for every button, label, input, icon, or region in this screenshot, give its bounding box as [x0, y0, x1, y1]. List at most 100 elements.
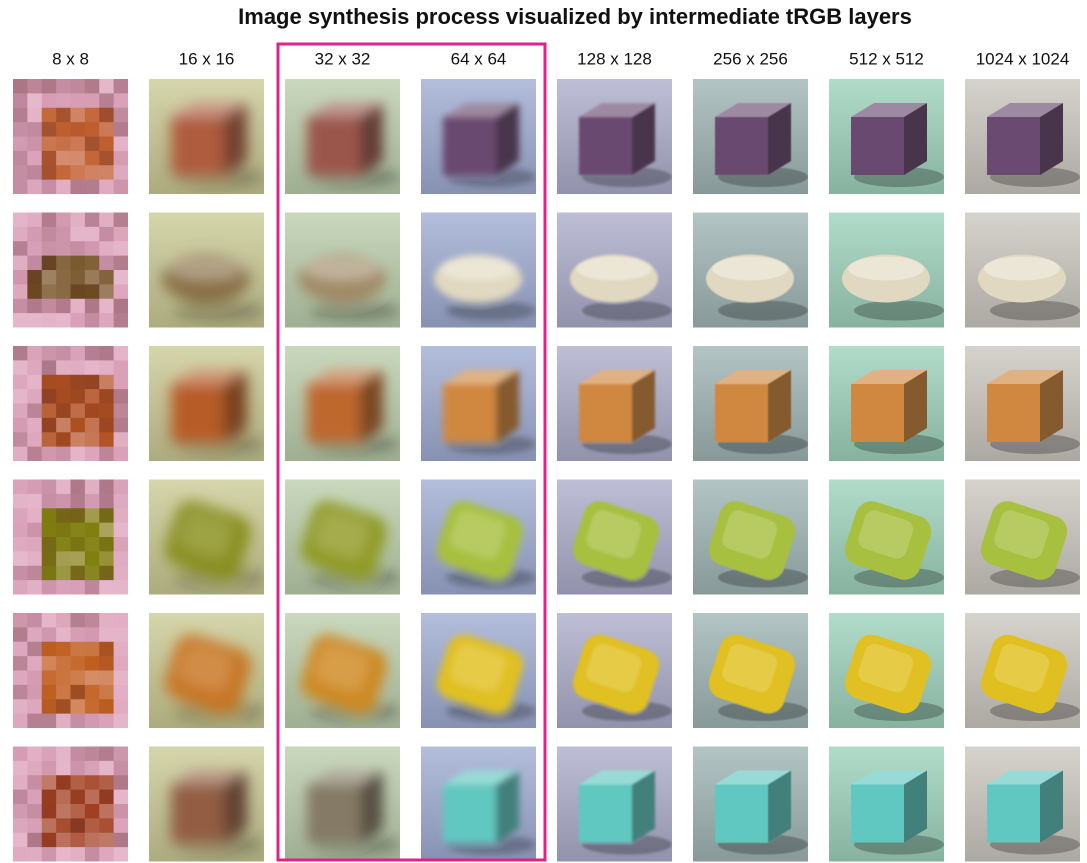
- shadow: [990, 300, 1080, 321]
- pixel: [27, 298, 43, 314]
- pixel: [70, 493, 86, 509]
- pixel: [113, 107, 128, 123]
- pixel: [13, 522, 28, 538]
- pixel: [27, 226, 43, 242]
- pixel: [99, 641, 115, 657]
- image-tile: [13, 613, 128, 728]
- pixel: [70, 417, 86, 433]
- pixel: [99, 656, 115, 671]
- image-tile: [693, 479, 808, 595]
- pixel: [56, 360, 71, 376]
- pixel: [13, 832, 28, 848]
- object-side: [632, 370, 655, 442]
- pixel: [13, 713, 28, 728]
- pixel: [84, 508, 100, 524]
- pixel: [13, 551, 28, 567]
- object-side: [496, 370, 519, 442]
- pixel: [99, 241, 115, 257]
- pixel: [41, 446, 57, 461]
- pixel: [27, 565, 43, 581]
- column-header: 1024 x 1024: [976, 49, 1070, 68]
- object-side: [1040, 103, 1063, 175]
- object-side: [904, 103, 927, 175]
- image-tile: [829, 746, 944, 862]
- object-side: [360, 370, 383, 442]
- object-side: [224, 770, 247, 843]
- pixel: [41, 403, 57, 419]
- pixel: [113, 298, 128, 314]
- column-header: 32 x 32: [315, 49, 371, 68]
- pixel: [41, 537, 57, 552]
- pixel: [99, 270, 115, 285]
- pixel: [99, 389, 115, 404]
- object-side: [632, 770, 655, 843]
- pixel: [84, 580, 100, 595]
- pixel: [13, 136, 28, 152]
- object-top: [984, 256, 1060, 281]
- pixel: [99, 432, 115, 448]
- pixel: [99, 93, 115, 109]
- pixel: [41, 79, 57, 94]
- pixel: [70, 374, 86, 390]
- pixel: [113, 403, 128, 419]
- pixel: [56, 389, 71, 404]
- pixel: [13, 241, 28, 257]
- pixel: [27, 508, 43, 524]
- pixel: [41, 551, 57, 567]
- pixel: [27, 136, 43, 152]
- object-top: [579, 103, 655, 117]
- object-top: [171, 370, 247, 384]
- pixel: [41, 298, 57, 314]
- pixel: [27, 641, 43, 657]
- pixel: [113, 670, 128, 686]
- pixel: [70, 699, 86, 715]
- pixel: [41, 522, 57, 538]
- pixel: [27, 241, 43, 257]
- object-top: [715, 370, 791, 384]
- pixel: [56, 417, 71, 433]
- object-side: [768, 370, 791, 442]
- pixel: [56, 760, 71, 776]
- pixel: [27, 346, 43, 361]
- image-tile: [13, 346, 128, 461]
- pixel: [56, 627, 71, 643]
- pixel: [113, 804, 128, 819]
- pixel: [13, 446, 28, 461]
- pixel: [56, 270, 71, 285]
- object-front: [851, 784, 904, 843]
- pixel: [41, 255, 57, 271]
- image-tile: [421, 212, 536, 328]
- pixel: [70, 522, 86, 538]
- pixel: [41, 641, 57, 657]
- pixel: [27, 789, 43, 805]
- pixel: [99, 284, 115, 300]
- object-top: [987, 370, 1063, 384]
- object-side: [632, 103, 655, 175]
- pixel: [84, 389, 100, 404]
- column-header: 8 x 8: [52, 49, 89, 68]
- column-header: 512 x 512: [849, 49, 924, 68]
- pixel: [56, 374, 71, 390]
- pixel: [13, 360, 28, 376]
- object-highlight: [994, 510, 1050, 559]
- pixel: [56, 136, 71, 152]
- object-side: [768, 770, 791, 843]
- pixel: [13, 226, 28, 242]
- pixel: [84, 713, 100, 728]
- pixel: [56, 226, 71, 242]
- pixel: [84, 641, 100, 657]
- pixel: [27, 818, 43, 834]
- pixel: [13, 79, 28, 94]
- pixel: [84, 446, 100, 461]
- pixel: [56, 284, 71, 300]
- pixel: [13, 699, 28, 715]
- pixel: [41, 684, 57, 700]
- pixel: [99, 508, 115, 524]
- pixel: [99, 684, 115, 700]
- pixel: [113, 551, 128, 567]
- pixel: [27, 537, 43, 552]
- pixel: [70, 298, 86, 314]
- pixel: [41, 508, 57, 524]
- pixel: [113, 136, 128, 152]
- pixel: [84, 313, 100, 328]
